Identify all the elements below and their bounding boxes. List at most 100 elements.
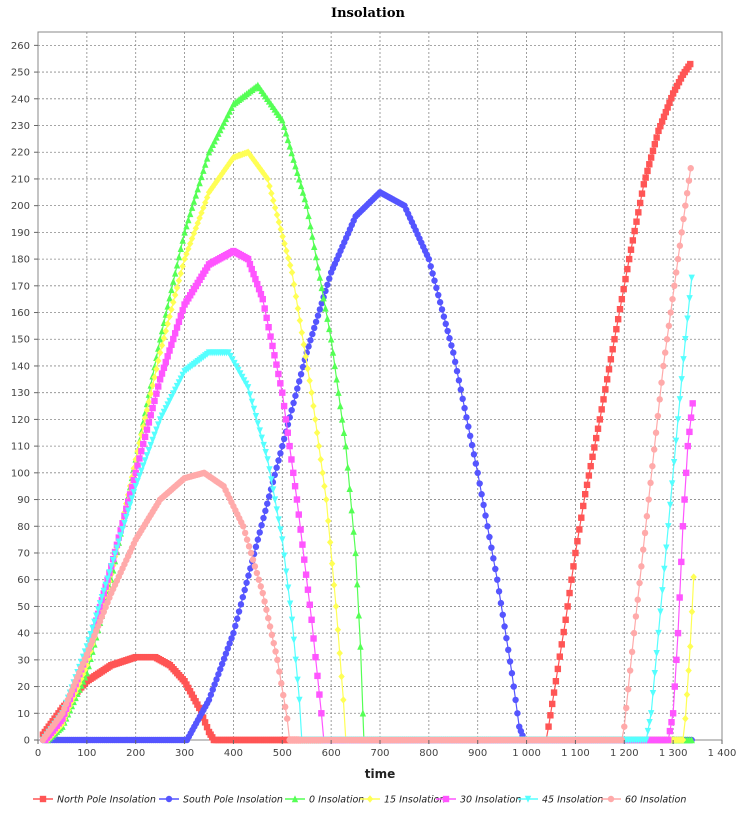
data-point — [598, 406, 605, 413]
data-point — [164, 353, 171, 360]
data-point — [662, 108, 670, 116]
data-point — [675, 79, 683, 86]
data-point — [594, 425, 602, 432]
data-point — [250, 270, 257, 278]
data-point — [642, 174, 649, 181]
data-point — [119, 526, 126, 534]
data-point — [618, 736, 626, 744]
x-axis-title: time — [365, 767, 396, 781]
data-point — [147, 390, 154, 398]
data-point — [286, 442, 293, 450]
data-point — [609, 346, 616, 353]
data-point — [480, 501, 487, 509]
data-point — [199, 714, 207, 721]
data-point — [474, 469, 481, 477]
data-point — [256, 427, 264, 435]
data-point — [254, 280, 261, 288]
data-point — [465, 423, 472, 430]
data-point — [93, 612, 100, 620]
data-point — [196, 179, 203, 187]
data-point — [680, 356, 687, 364]
data-point — [250, 405, 258, 413]
data-point — [164, 302, 171, 310]
data-point — [482, 512, 489, 519]
data-point — [141, 414, 149, 423]
x-tick-label: 1 000 — [512, 748, 541, 759]
data-point — [262, 449, 269, 457]
data-point — [245, 572, 252, 579]
data-point — [258, 522, 265, 529]
data-point — [111, 550, 119, 558]
data-point — [478, 491, 485, 498]
data-point — [262, 172, 269, 180]
x-tick-label: 1 400 — [708, 748, 737, 759]
y-tick-label: 50 — [17, 602, 30, 613]
data-point — [644, 167, 651, 175]
data-point — [188, 691, 196, 698]
data-point — [109, 556, 117, 564]
data-point — [166, 294, 173, 302]
data-point — [205, 696, 213, 704]
data-point — [98, 593, 106, 601]
data-point — [492, 565, 499, 573]
legend-marker — [291, 795, 299, 803]
data-point — [151, 397, 158, 405]
data-point — [306, 376, 313, 385]
data-point — [340, 696, 347, 704]
data-point — [201, 719, 209, 726]
data-point — [104, 575, 111, 583]
data-point — [217, 172, 224, 180]
data-point — [220, 118, 228, 126]
data-point — [124, 507, 132, 515]
data-point — [290, 155, 297, 163]
data-point — [261, 305, 268, 312]
data-point — [578, 514, 585, 521]
data-point — [669, 710, 677, 717]
data-point — [497, 599, 505, 607]
data-point — [305, 343, 312, 350]
data-point — [153, 365, 160, 373]
data-point — [328, 559, 336, 568]
data-point — [338, 415, 346, 423]
data-point — [451, 358, 459, 366]
data-point — [226, 640, 233, 647]
y-tick-label: 90 — [17, 495, 30, 506]
series-6 — [39, 165, 694, 744]
data-point — [237, 601, 245, 608]
data-point — [654, 412, 662, 420]
data-point — [200, 166, 207, 174]
data-point — [668, 718, 675, 726]
data-point — [248, 398, 256, 406]
data-point — [257, 583, 264, 590]
data-point — [100, 587, 107, 595]
data-point — [684, 315, 691, 323]
data-point — [634, 596, 641, 603]
data-point — [162, 358, 169, 366]
legend-label: North Pole Insolation — [57, 795, 156, 806]
data-point — [294, 168, 301, 176]
data-point — [330, 581, 338, 589]
data-point — [549, 700, 556, 708]
data-point — [312, 253, 320, 261]
data-point — [202, 160, 209, 168]
data-point — [319, 469, 326, 477]
data-point — [616, 305, 624, 313]
y-tick-label: 240 — [11, 94, 30, 105]
data-point — [179, 307, 186, 314]
data-point — [321, 482, 328, 490]
legend-marker — [39, 795, 47, 803]
data-point — [228, 104, 235, 112]
data-point — [646, 718, 653, 726]
data-point — [431, 277, 438, 284]
data-point — [433, 284, 440, 292]
data-point — [257, 290, 265, 298]
data-point — [209, 686, 216, 693]
data-point — [158, 341, 166, 350]
data-point — [435, 291, 442, 299]
data-point — [126, 501, 134, 509]
data-point — [256, 529, 263, 536]
x-tick-label: 1 100 — [561, 748, 590, 759]
data-point — [192, 698, 199, 705]
data-point — [74, 684, 81, 692]
data-point — [296, 316, 304, 325]
